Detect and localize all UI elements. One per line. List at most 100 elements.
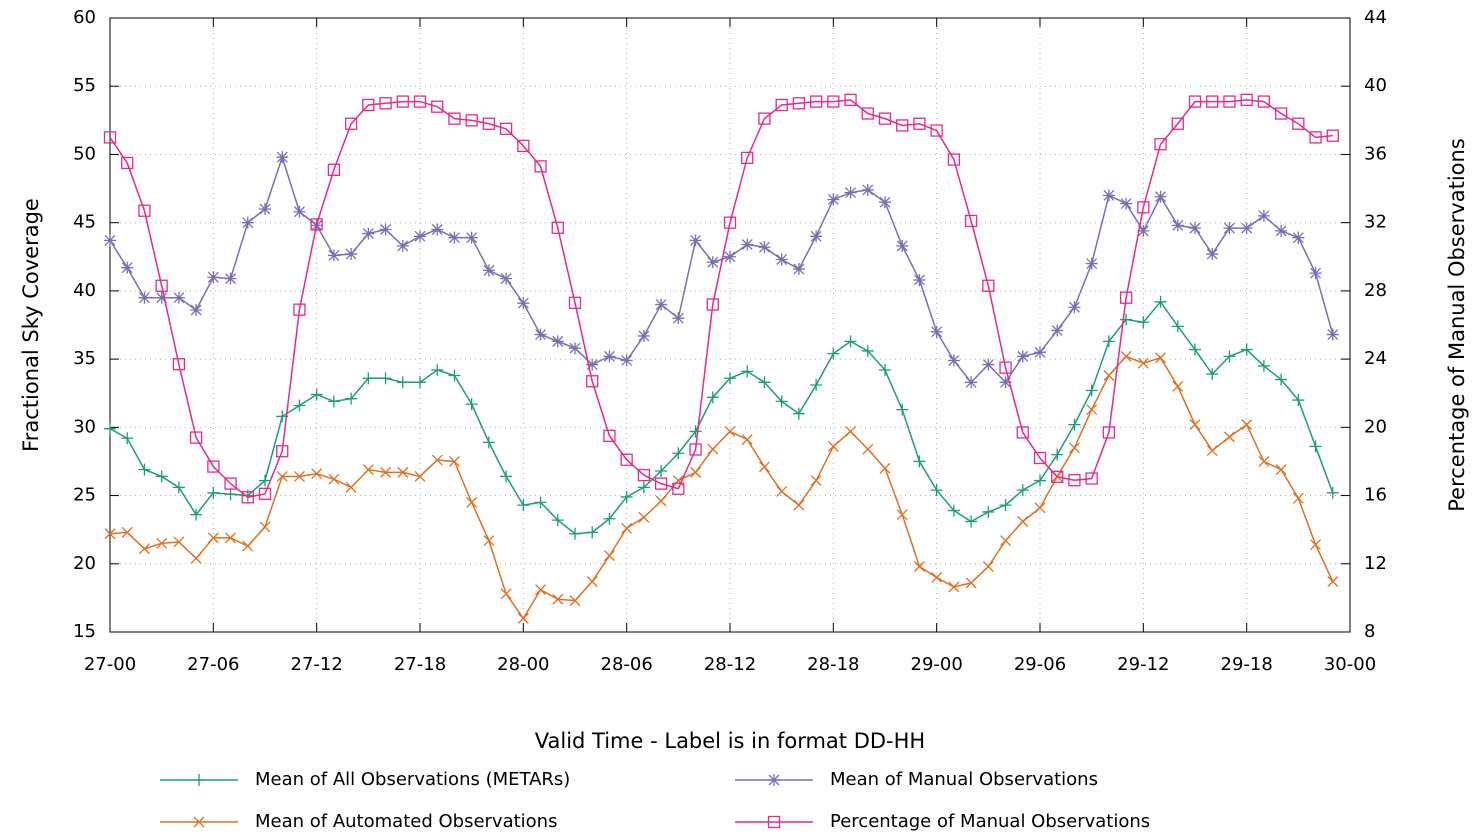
legend-label: Mean of Manual Observations	[830, 769, 1098, 790]
data-point	[431, 223, 444, 236]
data-point	[1154, 295, 1167, 308]
data-point	[930, 124, 943, 137]
y-tick-label: 35	[73, 348, 96, 369]
data-point	[414, 470, 426, 482]
data-point	[896, 403, 909, 416]
data-point	[207, 486, 220, 499]
data-point	[327, 163, 341, 176]
data-point	[345, 481, 357, 493]
x-tick-label: 29-06	[1014, 654, 1066, 675]
series-line	[109, 99, 1333, 499]
data-point	[827, 193, 840, 206]
y2-tick-label: 20	[1364, 416, 1387, 437]
data-point	[603, 350, 616, 363]
data-point	[810, 230, 823, 243]
data-point	[690, 466, 702, 478]
data-point	[1326, 328, 1339, 341]
data-point	[155, 291, 168, 304]
data-point	[672, 482, 685, 495]
data-point	[517, 297, 530, 310]
data-point	[947, 153, 961, 166]
data-point	[931, 571, 943, 583]
data-point	[586, 526, 599, 539]
data-point	[1189, 419, 1201, 431]
data-point	[310, 388, 323, 401]
data-point	[138, 463, 151, 476]
data-point	[723, 216, 737, 229]
data-point	[1189, 343, 1201, 356]
data-point	[1171, 117, 1184, 130]
data-point	[654, 477, 668, 490]
data-point	[964, 214, 978, 228]
data-point	[1206, 95, 1219, 108]
data-point	[224, 272, 237, 285]
data-point	[1171, 219, 1184, 232]
data-point	[362, 372, 375, 385]
y-tick-label: 15	[73, 621, 96, 642]
data-point	[1051, 324, 1064, 337]
y2-tick-label: 16	[1364, 485, 1387, 506]
data-point	[121, 156, 134, 170]
data-point	[1102, 189, 1115, 202]
data-point	[1103, 370, 1115, 381]
data-point	[431, 100, 444, 113]
data-point	[1241, 419, 1253, 431]
data-point	[500, 272, 513, 285]
data-point	[810, 379, 823, 392]
y2-tick-label: 32	[1364, 212, 1387, 233]
data-point	[1206, 368, 1219, 381]
series-line	[109, 355, 1334, 620]
data-point	[741, 365, 754, 378]
data-point	[913, 561, 925, 572]
data-point	[413, 95, 427, 108]
data-point	[776, 486, 788, 497]
data-point	[104, 528, 116, 540]
data-point	[1086, 404, 1098, 416]
data-point	[861, 107, 874, 120]
x-tick-label: 28-06	[601, 654, 653, 675]
data-point	[1310, 539, 1322, 551]
y-tick-label: 20	[73, 553, 96, 574]
data-point	[362, 227, 375, 240]
data-point	[1085, 472, 1098, 485]
data-point	[190, 508, 203, 521]
data-point	[465, 398, 478, 411]
data-point	[603, 429, 616, 443]
data-point	[1240, 343, 1253, 356]
data-point	[775, 253, 788, 266]
data-point	[1223, 431, 1235, 443]
data-point	[482, 117, 496, 130]
data-point	[845, 425, 857, 437]
data-point	[1085, 384, 1098, 397]
y2-tick-label: 12	[1364, 553, 1387, 574]
data-point	[724, 372, 736, 385]
y-tick-label: 45	[73, 212, 96, 233]
data-point	[482, 436, 495, 449]
data-point	[689, 443, 702, 456]
data-point	[1000, 535, 1012, 547]
data-point	[1257, 95, 1271, 108]
data-point	[241, 216, 254, 229]
data-point	[1016, 350, 1029, 363]
data-point	[103, 131, 117, 144]
data-point	[1102, 335, 1115, 348]
data-point	[775, 98, 788, 112]
data-point	[1016, 484, 1029, 497]
data-point	[655, 495, 667, 507]
data-point	[1085, 257, 1098, 270]
data-point	[1240, 93, 1253, 107]
y2-tick-label: 44	[1364, 7, 1387, 28]
y-tick-label: 30	[73, 416, 96, 437]
data-point	[569, 527, 581, 540]
data-point	[448, 455, 460, 467]
data-point	[637, 468, 651, 482]
data-point	[1068, 301, 1081, 314]
x-tick-label: 28-18	[807, 654, 859, 675]
data-point	[621, 522, 633, 534]
data-point	[224, 477, 237, 490]
data-point	[879, 462, 891, 474]
data-point	[1309, 267, 1322, 280]
data-point	[861, 183, 874, 196]
data-point	[1309, 131, 1322, 144]
